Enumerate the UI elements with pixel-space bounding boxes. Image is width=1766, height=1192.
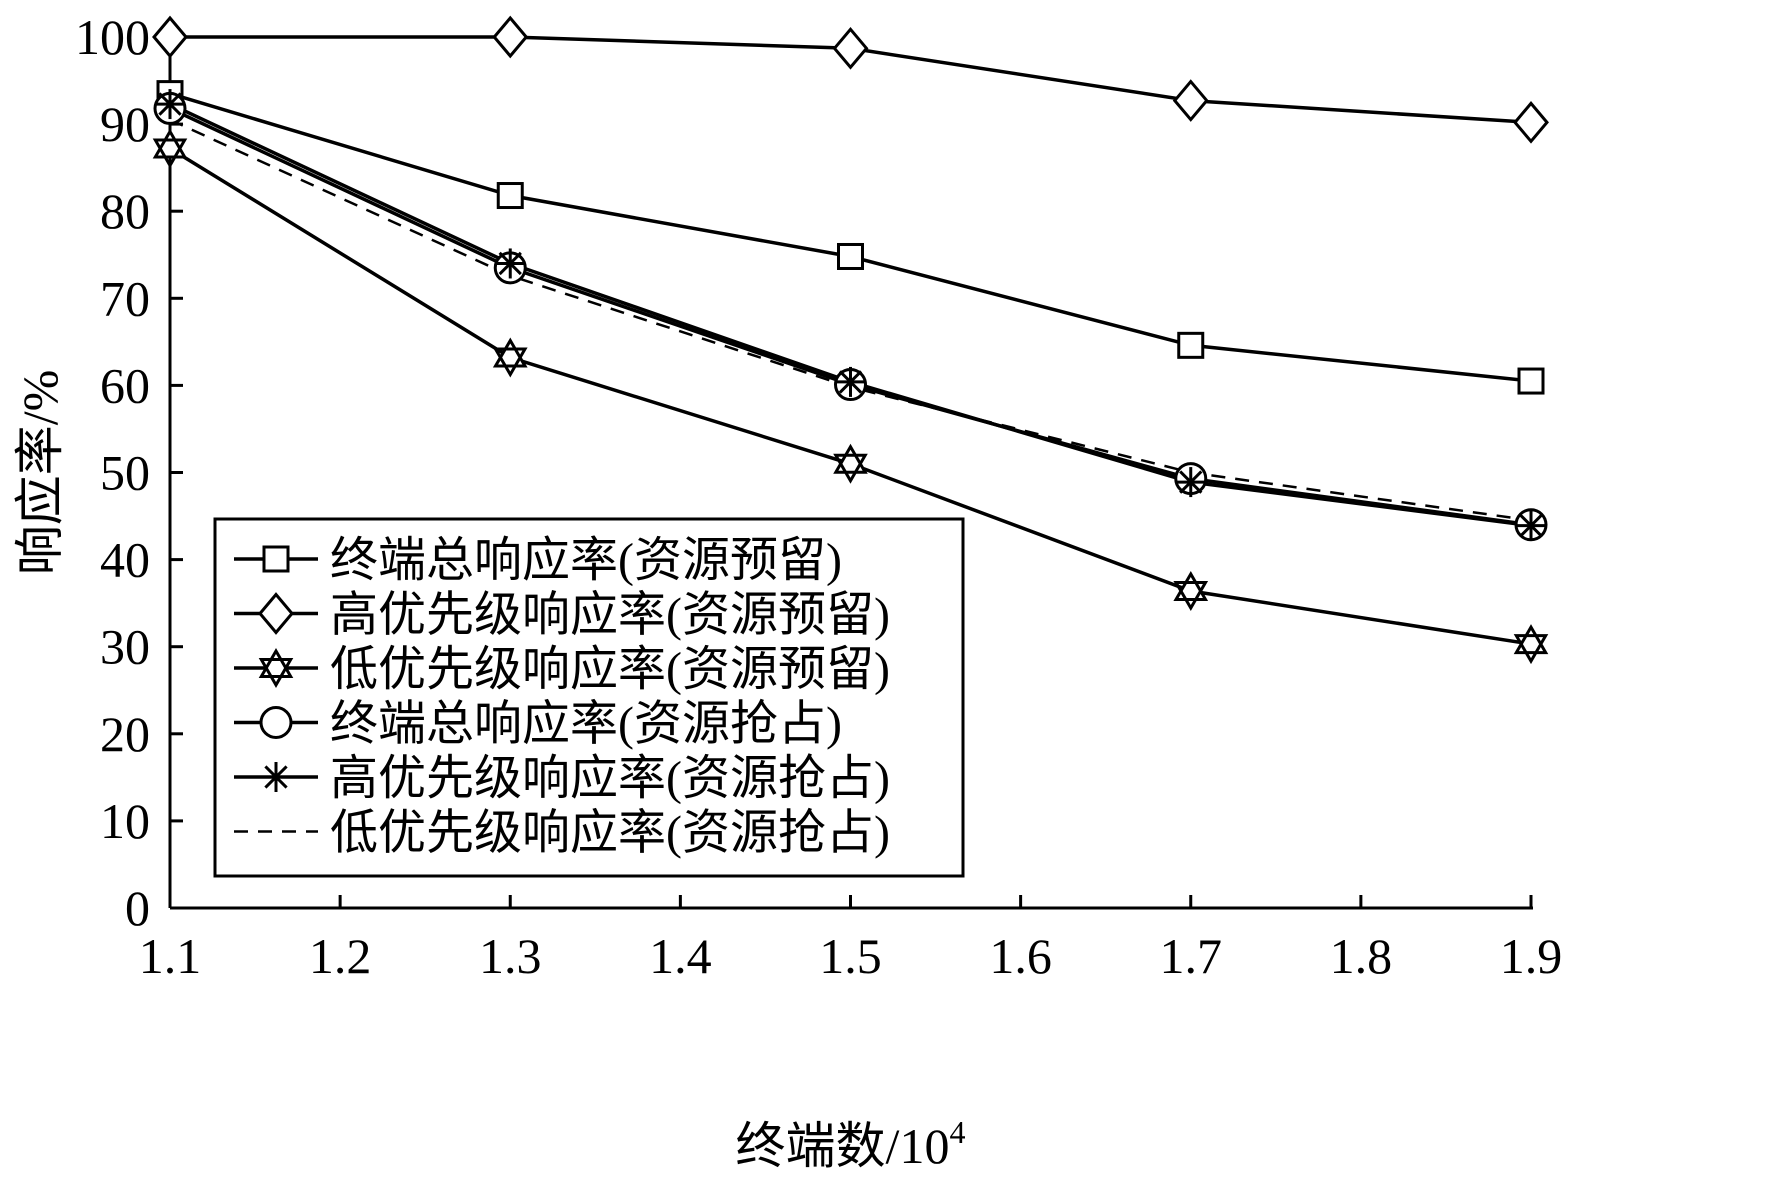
legend-label: 低优先级响应率(资源预留) — [330, 643, 890, 696]
data-point-series-2 — [832, 26, 869, 70]
data-point-series-5 — [835, 366, 866, 397]
series-markers — [152, 15, 1549, 665]
legend-marker — [261, 762, 291, 792]
data-point-series-3 — [1513, 624, 1549, 665]
data-point-series-5 — [1516, 510, 1546, 541]
legend-label: 终端总响应率(资源预留) — [330, 534, 842, 587]
data-point-series-3 — [1173, 571, 1209, 611]
legend-item: 高优先级响应率(资源预留) — [234, 589, 890, 642]
x-tick-label: 1.2 — [309, 928, 372, 984]
legend-marker — [259, 706, 293, 739]
data-point-series-3 — [833, 443, 868, 484]
legend-item: 低优先级响应率(资源预留) — [234, 643, 890, 696]
x-tick-label: 1.1 — [139, 928, 202, 984]
legend-item: 终端总响应率(资源抢占) — [234, 698, 842, 751]
y-tick-label: 60 — [100, 357, 150, 413]
y-tick-label: 30 — [100, 619, 150, 675]
data-point-series-5 — [1175, 467, 1206, 498]
x-tick-label: 1.7 — [1160, 928, 1223, 984]
data-point-series-1 — [496, 182, 524, 210]
x-tick-label: 1.5 — [819, 928, 882, 984]
data-point-series-2 — [1513, 101, 1549, 144]
data-point-series-3 — [152, 128, 188, 169]
data-point-series-1 — [1517, 367, 1545, 395]
y-tick-label: 40 — [100, 532, 150, 588]
axis-ticks: 0 10 20 30 40 50 60 70 80 90 100 1.1 1.2 1.3 1.4 1.5 1.6… — [75, 9, 1562, 984]
legend-label: 高优先级响应率(资源预留) — [330, 589, 890, 642]
data-point-series-2 — [1172, 79, 1209, 122]
legend-box — [213, 517, 965, 878]
data-point-series-2 — [492, 15, 529, 59]
x-tick-label: 1.9 — [1500, 928, 1563, 984]
y-tick-label: 50 — [100, 445, 150, 501]
x-axis-title: 终端数/104 — [736, 1114, 966, 1174]
series-line-1 — [169, 91, 1532, 383]
legend-marker — [258, 592, 294, 635]
y-tick-label: 0 — [125, 880, 150, 936]
x-tick-label: 1.6 — [989, 928, 1052, 984]
legend-label: 终端总响应率(资源抢占) — [330, 698, 842, 751]
x-tick-label: 1.8 — [1330, 928, 1393, 984]
legend: 终端总响应率(资源预留)高优先级响应率(资源预留)低优先级响应率(资源预留)终端… — [213, 517, 965, 878]
y-tick-label: 90 — [100, 96, 150, 152]
legend-marker — [258, 647, 294, 689]
y-tick-label: 10 — [100, 793, 150, 849]
x-tick-label: 1.4 — [649, 928, 712, 984]
y-tick-label: 80 — [100, 183, 150, 239]
data-point-series-3 — [492, 337, 528, 378]
data-point-series-1 — [1177, 331, 1205, 359]
legend-label: 低优先级响应率(资源抢占) — [330, 807, 890, 860]
legend-item: 高优先级响应率(资源抢占) — [234, 752, 890, 805]
y-tick-label: 20 — [100, 706, 150, 762]
x-tick-label: 1.3 — [479, 928, 542, 984]
y-tick-label: 70 — [100, 270, 150, 326]
y-axis-title: 响应率/% — [12, 370, 68, 576]
y-tick-label: 100 — [75, 9, 150, 65]
data-point-series-5 — [155, 89, 185, 120]
legend-item: 终端总响应率(资源预留) — [234, 534, 842, 587]
data-point-series-5 — [495, 248, 526, 279]
legend-item: 低优先级响应率(资源抢占) — [234, 807, 890, 860]
legend-marker — [262, 545, 290, 573]
legend-label: 高优先级响应率(资源抢占) — [330, 752, 890, 805]
data-point-series-2 — [152, 15, 188, 59]
data-point-series-1 — [837, 242, 864, 270]
